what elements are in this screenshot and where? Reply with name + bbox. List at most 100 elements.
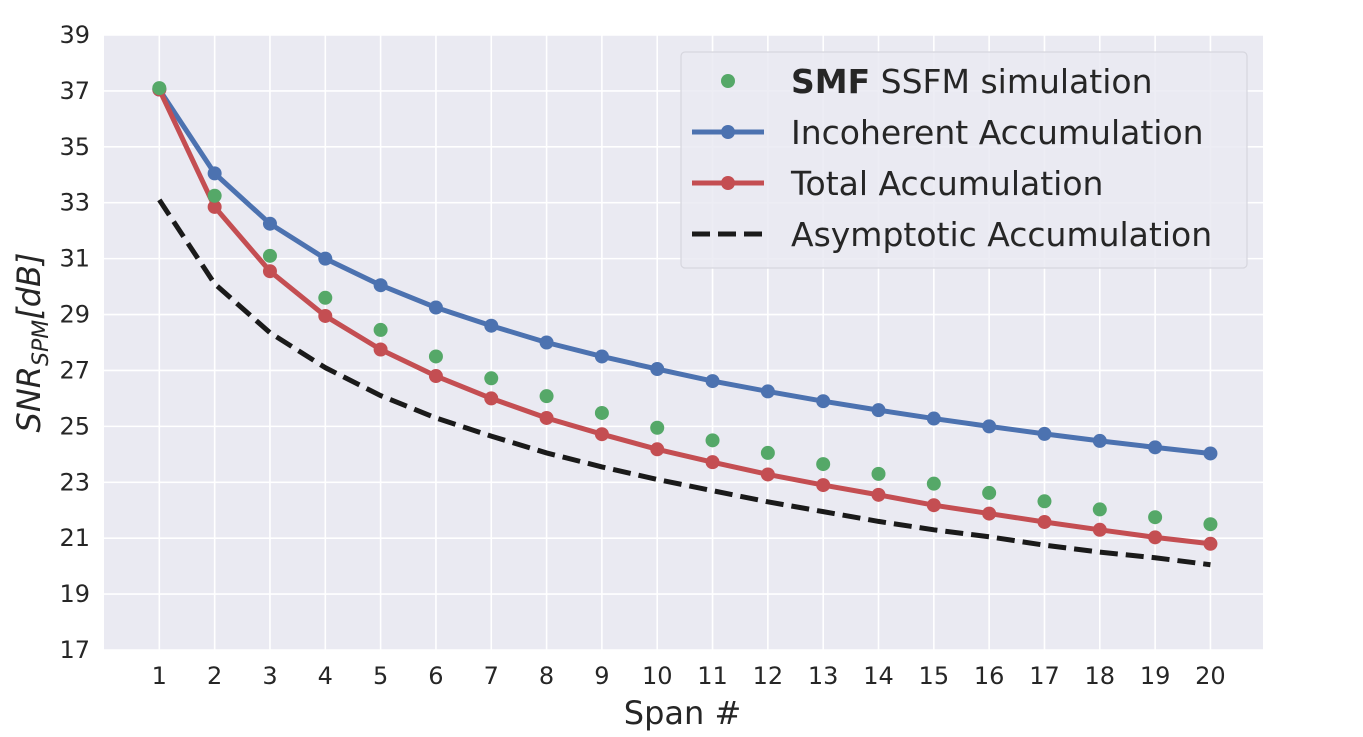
x-tick-label: 6 <box>428 662 443 690</box>
incoherent-accumulation-point <box>1037 426 1052 441</box>
x-tick-label: 8 <box>539 662 554 690</box>
ssfm-simulation-point <box>428 349 443 364</box>
total-accumulation-point <box>650 442 665 457</box>
x-tick-label: 3 <box>262 662 277 690</box>
total-accumulation-point <box>871 487 886 502</box>
incoherent-accumulation-point <box>428 300 443 315</box>
ssfm-simulation-point <box>262 248 277 263</box>
ssfm-simulation-point <box>484 371 499 386</box>
y-tick-label: 29 <box>59 301 90 329</box>
legend-label-rest: SSFM simulation <box>870 62 1152 101</box>
total-accumulation-point <box>373 342 388 357</box>
x-tick-label: 1 <box>152 662 167 690</box>
total-accumulation-point <box>594 427 609 442</box>
total-accumulation-point <box>926 498 941 513</box>
legend-marker <box>721 74 735 88</box>
total-accumulation-point <box>1092 522 1107 537</box>
total-accumulation-point <box>705 455 720 470</box>
legend-item-ssfm-simulation: SMF SSFM simulation <box>721 62 1153 101</box>
y-tick-label: 35 <box>59 133 90 161</box>
y-tick-label: 21 <box>59 524 90 552</box>
y-tick-label: 17 <box>59 636 90 664</box>
incoherent-accumulation-point <box>1203 446 1218 461</box>
x-tick-label: 7 <box>484 662 499 690</box>
legend: SMF SSFM simulation Incoherent Accumulati… <box>680 51 1248 269</box>
ssfm-simulation-point <box>207 188 222 203</box>
incoherent-accumulation-point <box>318 251 333 266</box>
incoherent-accumulation-point <box>650 362 665 377</box>
legend-label: Incoherent Accumulation <box>791 113 1204 152</box>
incoherent-accumulation-point <box>539 335 554 350</box>
y-tick-label: 23 <box>59 468 90 496</box>
asymptotic-accumulation-line <box>157 198 1211 568</box>
incoherent-accumulation-point <box>705 374 720 389</box>
x-tick-label: 15 <box>919 662 950 690</box>
incoherent-accumulation-point <box>1148 440 1163 455</box>
legend-item-asymptotic-accumulation: Asymptotic Accumulation <box>692 215 1212 254</box>
incoherent-accumulation-point <box>760 384 775 399</box>
y-axis-label-sub: SPM <box>29 320 54 366</box>
incoherent-accumulation-point <box>594 349 609 364</box>
legend-box <box>680 51 1248 269</box>
total-accumulation-line <box>157 88 1211 547</box>
ssfm-simulation-point <box>650 420 665 435</box>
x-tick-label: 14 <box>863 662 894 690</box>
x-tick-label: 4 <box>318 662 333 690</box>
y-tick-label: 31 <box>59 245 90 273</box>
total-accumulation-point <box>207 199 222 214</box>
ssfm-simulation-point <box>1203 517 1218 532</box>
total-accumulation-point <box>982 506 997 521</box>
y-tick-labels: 17 19 21 23 25 27 29 31 33 35 37 39 <box>59 21 90 664</box>
ssfm-simulation-point <box>982 485 997 500</box>
total-accumulation-point <box>428 369 443 384</box>
total-accumulation-point <box>484 391 499 406</box>
x-tick-label: 17 <box>1029 662 1060 690</box>
incoherent-accumulation-point <box>1092 433 1107 448</box>
x-axis-label: Span # <box>624 694 742 732</box>
y-tick-label: 19 <box>59 580 90 608</box>
y-axis-label-main: SNR <box>10 366 48 432</box>
legend-marker-dot <box>721 125 735 139</box>
total-accumulation-point <box>318 308 333 323</box>
total-accumulation-point <box>539 410 554 425</box>
y-tick-label: 37 <box>59 77 90 105</box>
legend-label-bold: SMF <box>791 62 870 101</box>
total-accumulation-point <box>1203 536 1218 551</box>
ssfm-simulation-point <box>926 476 941 491</box>
incoherent-accumulation-point <box>262 216 277 231</box>
x-tick-label: 5 <box>373 662 388 690</box>
total-accumulation-point <box>760 467 775 482</box>
y-tick-label: 27 <box>59 356 90 384</box>
legend-label: Asymptotic Accumulation <box>791 215 1212 254</box>
legend-label: SMF SSFM simulation <box>791 62 1153 101</box>
ssfm-simulation-point <box>1037 494 1052 509</box>
x-tick-label: 12 <box>753 662 784 690</box>
ssfm-simulation-point <box>705 433 720 448</box>
legend-item-total-accumulation: Total Accumulation <box>692 164 1103 203</box>
ssfm-simulation-point <box>1148 510 1163 525</box>
x-tick-label: 20 <box>1195 662 1226 690</box>
ssfm-simulation-point <box>594 405 609 420</box>
ssfm-simulation-point <box>373 322 388 337</box>
y-axis-label-unit: [dB] <box>10 253 48 320</box>
y-tick-label: 39 <box>59 21 90 49</box>
y-tick-label: 33 <box>59 189 90 217</box>
x-tick-label: 9 <box>594 662 609 690</box>
legend-item-incoherent-accumulation: Incoherent Accumulation <box>692 113 1204 152</box>
x-tick-label: 11 <box>697 662 728 690</box>
incoherent-accumulation-point <box>373 278 388 293</box>
legend-label: Total Accumulation <box>790 164 1103 203</box>
incoherent-accumulation-point <box>484 318 499 333</box>
ssfm-simulation-point <box>318 290 333 305</box>
x-tick-label: 13 <box>808 662 839 690</box>
incoherent-accumulation-point <box>982 419 997 434</box>
incoherent-accumulation-point <box>871 403 886 418</box>
total-accumulation-point <box>1148 530 1163 545</box>
y-axis-label: SNRSPM[dB] <box>10 253 54 433</box>
total-accumulation-point <box>816 478 831 493</box>
legend-marker-dot <box>721 176 735 190</box>
incoherent-accumulation-point <box>816 394 831 409</box>
ssfm-simulation-point <box>152 81 167 96</box>
ssfm-simulation-point <box>539 389 554 404</box>
